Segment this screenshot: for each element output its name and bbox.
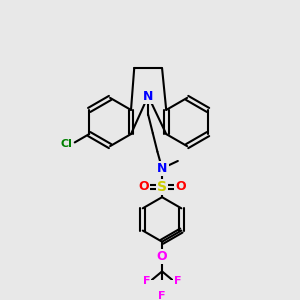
Text: F: F (142, 276, 150, 286)
Text: F: F (158, 292, 166, 300)
Text: Cl: Cl (60, 139, 72, 149)
Text: O: O (175, 181, 186, 194)
Text: O: O (138, 181, 149, 194)
Text: N: N (157, 162, 167, 175)
Text: F: F (174, 276, 182, 286)
Text: O: O (157, 250, 167, 263)
Text: N: N (143, 89, 153, 103)
Text: S: S (157, 180, 167, 194)
